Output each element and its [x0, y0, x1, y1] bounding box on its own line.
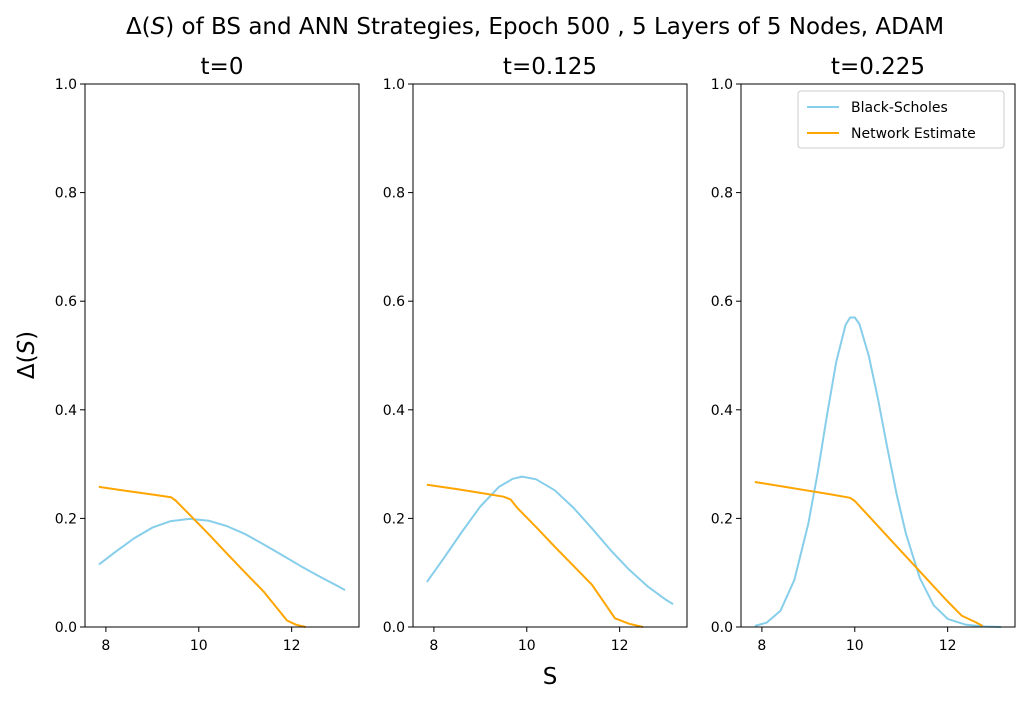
legend-label-network-estimate: Network Estimate — [851, 126, 976, 142]
y-tick-label: 0.2 — [711, 511, 733, 527]
y-tick-label: 0.6 — [383, 294, 405, 310]
y-tick-label: 1.0 — [383, 77, 405, 93]
series-network-estimate-line — [426, 483, 644, 628]
y-tick-label: 0.4 — [55, 403, 77, 419]
series-network-estimate-line — [98, 485, 306, 628]
y-axis-label-var: S — [14, 340, 40, 355]
y-axis-label: Δ(S) — [14, 331, 40, 379]
panel-title: t=0.225 — [831, 54, 925, 80]
x-tick-label: 10 — [846, 638, 864, 654]
figure-title-prefix: Δ( — [126, 14, 151, 40]
series-black-scholes-line — [98, 517, 346, 591]
x-tick-label: 8 — [101, 638, 110, 654]
x-tick-label: 12 — [611, 638, 629, 654]
panel-title: t=0.125 — [503, 54, 597, 80]
y-axis-label-prefix: Δ( — [14, 354, 40, 379]
plot-frame — [84, 83, 360, 628]
y-tick-label: 0.2 — [383, 511, 405, 527]
x-tick-label: 8 — [757, 638, 766, 654]
x-tick-label: 12 — [939, 638, 957, 654]
figure-title: Δ(S) of BS and ANN Strategies, Epoch 500… — [126, 14, 944, 40]
series-black-scholes-line — [754, 316, 1002, 628]
y-tick-label: 0.8 — [383, 186, 405, 202]
panel-1: 0.0 0.2 0.4 0.6 0.8 1.0 8 10 12 t=0 — [55, 54, 360, 654]
series-network-estimate-line — [754, 481, 983, 627]
y-tick-label: 0.8 — [711, 186, 733, 202]
y-tick-label: 0.6 — [55, 294, 77, 310]
x-tick-label: 10 — [190, 638, 208, 654]
panel-2: 0.0 0.2 0.4 0.6 0.8 1.0 8 10 12 t=0.125 — [383, 54, 688, 654]
y-tick-label: 1.0 — [55, 77, 77, 93]
legend-frame — [797, 90, 1005, 149]
legend-label-black-scholes: Black-Scholes — [851, 100, 948, 116]
figure-title-suffix: ) of BS and ANN Strategies, Epoch 500 , … — [165, 14, 944, 40]
figure-title-var: S — [151, 14, 166, 40]
legend: Black-Scholes Network Estimate — [797, 90, 1005, 149]
x-axis-label: S — [543, 664, 558, 690]
panels: 0.00.20.40.60.81.08 10 12t=00.00.20.40.60.… — [55, 54, 1016, 654]
panel-title: t=0 — [201, 54, 244, 80]
y-tick-label: 0.2 — [55, 511, 77, 527]
y-tick-label: 0.4 — [711, 403, 733, 419]
x-tick-label: 12 — [283, 638, 301, 654]
x-tick-label: 10 — [518, 638, 536, 654]
plot-frame — [412, 83, 688, 628]
y-tick-label: 1.0 — [711, 77, 733, 93]
y-tick-label: 0.4 — [383, 403, 405, 419]
y-tick-label: 0.0 — [383, 620, 405, 636]
y-tick-label: 0.8 — [55, 186, 77, 202]
y-axis-label-suffix: ) — [14, 331, 40, 340]
series-black-scholes-line — [426, 475, 674, 606]
plot-frame — [740, 83, 1016, 628]
x-tick-label: 8 — [429, 638, 438, 654]
y-tick-label: 0.0 — [711, 620, 733, 636]
panel-3: 0.0 0.2 0.4 0.6 0.8 1.0 8 10 12 t=0.225 — [711, 54, 1016, 654]
y-tick-label: 0.0 — [55, 620, 77, 636]
y-tick-label: 0.6 — [711, 294, 733, 310]
